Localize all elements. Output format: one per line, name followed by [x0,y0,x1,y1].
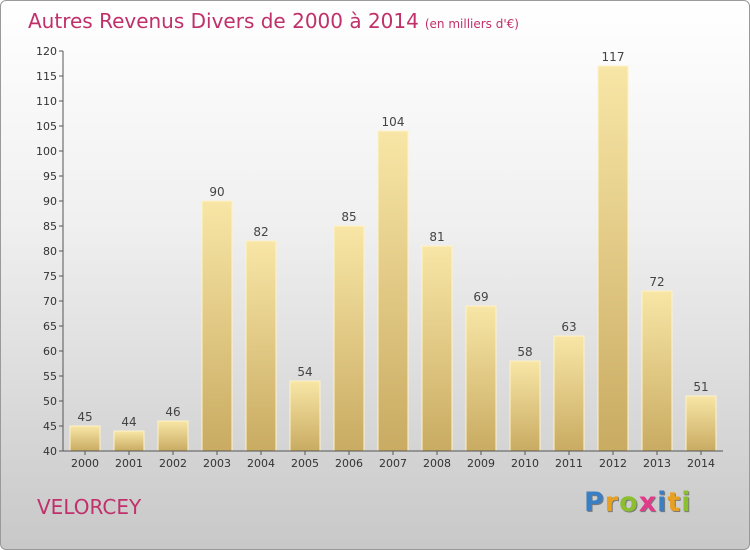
logo-letter: o [619,487,639,518]
x-tick-label: 2011 [555,457,583,470]
y-tick-label: 95 [43,170,57,183]
y-tick-label: 65 [43,320,57,333]
data-label: 82 [253,225,268,239]
bar [509,360,541,452]
y-tick-label: 55 [43,370,57,383]
bar [685,395,717,452]
x-tick-label: 2008 [423,457,451,470]
bar [113,430,145,452]
x-tick-label: 2009 [467,457,495,470]
data-label: 51 [693,380,708,394]
data-label: 44 [121,415,136,429]
proxiti-logo: Proxiti [584,487,692,518]
x-tick-label: 2002 [159,457,187,470]
data-label: 72 [649,275,664,289]
data-label: 63 [561,320,576,334]
y-tick-label: 45 [43,420,57,433]
x-tick-label: 2001 [115,457,143,470]
y-tick-label: 90 [43,195,57,208]
logo-letter: P [584,487,605,518]
y-tick-label: 110 [36,95,57,108]
x-tick-label: 2010 [511,457,539,470]
logo-letter: x [638,487,658,518]
data-label: 58 [517,345,532,359]
x-tick-label: 2003 [203,457,231,470]
bar [333,225,365,452]
data-label: 45 [77,410,92,424]
data-label: 90 [209,185,224,199]
bar [289,380,321,452]
x-tick-label: 2014 [687,457,715,470]
commune-name: VELORCEY [37,495,142,519]
data-label: 46 [165,405,180,419]
data-label: 81 [429,230,444,244]
bar [421,245,453,452]
logo-letter: t [667,487,682,518]
data-label: 104 [382,115,405,129]
chart-title: Autres Revenus Divers de 2000 à 2014 (en … [28,9,519,33]
y-tick-label: 120 [36,45,57,58]
bar [377,130,409,452]
bar [465,305,497,452]
y-tick-label: 100 [36,145,57,158]
x-tick-label: 2004 [247,457,275,470]
y-tick-label: 60 [43,345,57,358]
bar [553,335,585,452]
y-tick-label: 50 [43,395,57,408]
bar [157,420,189,452]
x-tick-label: 2007 [379,457,407,470]
logo-letter: i [657,487,668,518]
y-tick-label: 40 [43,445,57,458]
y-tick-label: 75 [43,270,57,283]
bar [597,65,629,452]
y-tick-label: 85 [43,220,57,233]
y-tick-label: 70 [43,295,57,308]
chart-unit: (en milliers d'€) [424,17,519,31]
bar [69,425,101,452]
y-tick-label: 105 [36,120,57,133]
data-label: 54 [297,365,312,379]
x-tick-label: 2012 [599,457,627,470]
bar [641,290,673,452]
x-tick-label: 2006 [335,457,363,470]
bar [245,240,277,452]
data-label: 85 [341,210,356,224]
data-label: 117 [602,50,625,64]
x-tick-label: 2000 [71,457,99,470]
y-tick-label: 80 [43,245,57,258]
bar [201,200,233,452]
chart-title-text: Autres Revenus Divers de 2000 à 2014 [28,9,419,33]
x-tick-label: 2005 [291,457,319,470]
logo-letter: r [604,487,620,518]
y-tick-label: 115 [36,70,57,83]
data-label: 69 [473,290,488,304]
x-tick-label: 2013 [643,457,671,470]
logo-letter: i [681,487,692,518]
